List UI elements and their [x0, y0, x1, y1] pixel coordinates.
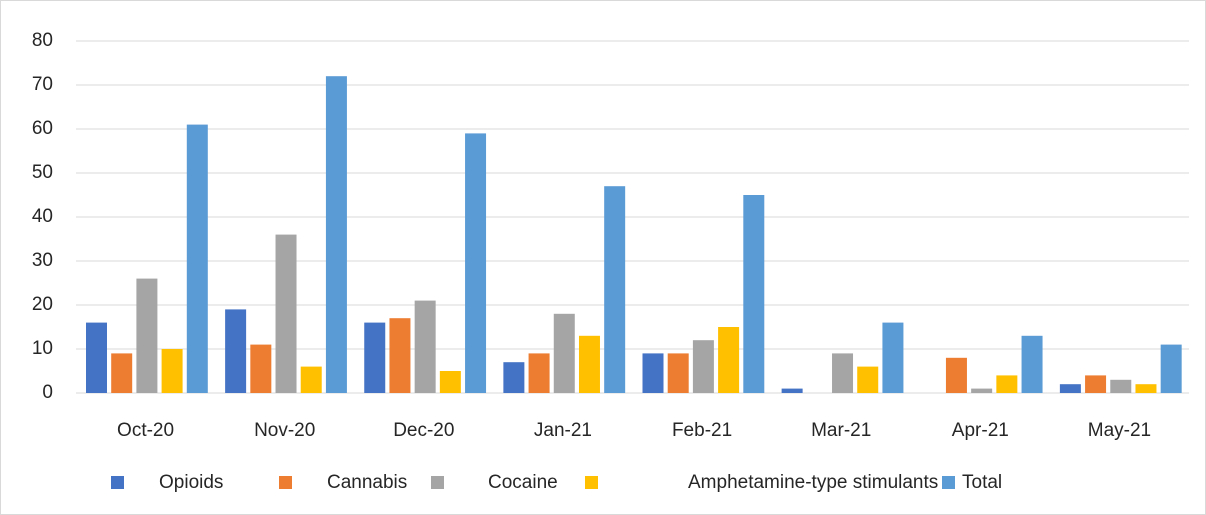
bar-cannabis-oct-20 — [111, 353, 133, 393]
bar-amphetamine-type-stimulants-dec-20 — [439, 371, 461, 393]
bar-total-jan-21 — [604, 186, 626, 393]
bar-cannabis-nov-20 — [250, 344, 272, 393]
bar-cocaine-feb-21 — [692, 340, 714, 393]
bar-cocaine-apr-21 — [971, 388, 993, 393]
x-axis-ticks: Oct-20 Nov-20 Dec-20 Jan-21 Feb-21 Mar-21 Apr-… — [117, 420, 1151, 441]
y-axis-ticks: 0 10 20 30 40 50 60 70 80 — [32, 30, 53, 403]
bar-amphetamine-type-stimulants-jan-21 — [578, 335, 600, 393]
y-tick-label: 40 — [32, 206, 53, 227]
y-tick-label: 30 — [32, 250, 53, 271]
legend-swatch-total — [942, 476, 955, 489]
bar-cocaine-jan-21 — [553, 313, 575, 393]
bar-cocaine-mar-21 — [832, 353, 854, 393]
x-tick-label: Mar-21 — [811, 420, 871, 441]
bars — [86, 76, 1182, 393]
bar-amphetamine-type-stimulants-feb-21 — [718, 327, 740, 393]
bar-amphetamine-type-stimulants-oct-20 — [161, 349, 183, 393]
x-tick-label: May-21 — [1088, 420, 1151, 441]
bar-amphetamine-type-stimulants-nov-20 — [300, 366, 322, 393]
bar-total-dec-20 — [465, 133, 487, 393]
bar-amphetamine-type-stimulants-may-21 — [1135, 384, 1157, 393]
y-tick-label: 0 — [42, 382, 53, 403]
y-tick-label: 80 — [32, 30, 53, 51]
y-tick-label: 50 — [32, 162, 53, 183]
legend: Opioids Cannabis Cocaine Amphetamine-type s… — [111, 472, 1002, 493]
legend-swatch-amphetamine-type-stimulants — [585, 476, 598, 489]
legend-label-amphetamine-type-stimulants: Amphetamine-type stimulants — [688, 472, 938, 493]
bar-opioids-may-21 — [1059, 384, 1081, 393]
bar-amphetamine-type-stimulants-apr-21 — [996, 375, 1018, 393]
bar-opioids-dec-20 — [364, 322, 386, 393]
bar-cannabis-dec-20 — [389, 318, 411, 393]
bar-cannabis-apr-21 — [945, 357, 967, 393]
bar-cocaine-dec-20 — [414, 300, 436, 393]
bar-total-may-21 — [1160, 344, 1182, 393]
legend-swatch-opioids — [111, 476, 124, 489]
bar-opioids-nov-20 — [225, 309, 247, 393]
x-tick-label: Dec-20 — [393, 420, 454, 441]
bar-cannabis-may-21 — [1085, 375, 1107, 393]
y-tick-label: 20 — [32, 294, 53, 315]
bar-total-oct-20 — [186, 124, 208, 393]
bar-amphetamine-type-stimulants-mar-21 — [857, 366, 879, 393]
bar-total-feb-21 — [743, 195, 765, 393]
x-tick-label: Apr-21 — [952, 420, 1009, 441]
bar-cannabis-jan-21 — [528, 353, 550, 393]
bar-opioids-feb-21 — [642, 353, 664, 393]
legend-label-cocaine: Cocaine — [488, 472, 558, 493]
bar-opioids-jan-21 — [503, 362, 525, 393]
bar-cocaine-may-21 — [1110, 379, 1132, 393]
y-tick-label: 10 — [32, 338, 53, 359]
legend-label-cannabis: Cannabis — [327, 472, 407, 493]
x-tick-label: Nov-20 — [254, 420, 315, 441]
legend-label-total: Total — [962, 472, 1002, 493]
bar-opioids-oct-20 — [86, 322, 107, 393]
x-tick-label: Jan-21 — [534, 420, 592, 441]
bar-cannabis-feb-21 — [667, 353, 689, 393]
legend-swatch-cannabis — [279, 476, 292, 489]
bar-opioids-mar-21 — [781, 388, 803, 393]
x-tick-label: Oct-20 — [117, 420, 174, 441]
legend-swatch-cocaine — [431, 476, 444, 489]
bar-total-mar-21 — [882, 322, 904, 393]
legend-label-opioids: Opioids — [159, 472, 223, 493]
y-tick-label: 70 — [32, 74, 53, 95]
bar-total-nov-20 — [325, 76, 347, 393]
bar-cocaine-oct-20 — [136, 278, 158, 393]
x-tick-label: Feb-21 — [672, 420, 732, 441]
y-tick-label: 60 — [32, 118, 53, 139]
bar-cocaine-nov-20 — [275, 234, 297, 393]
bar-total-apr-21 — [1021, 335, 1043, 393]
